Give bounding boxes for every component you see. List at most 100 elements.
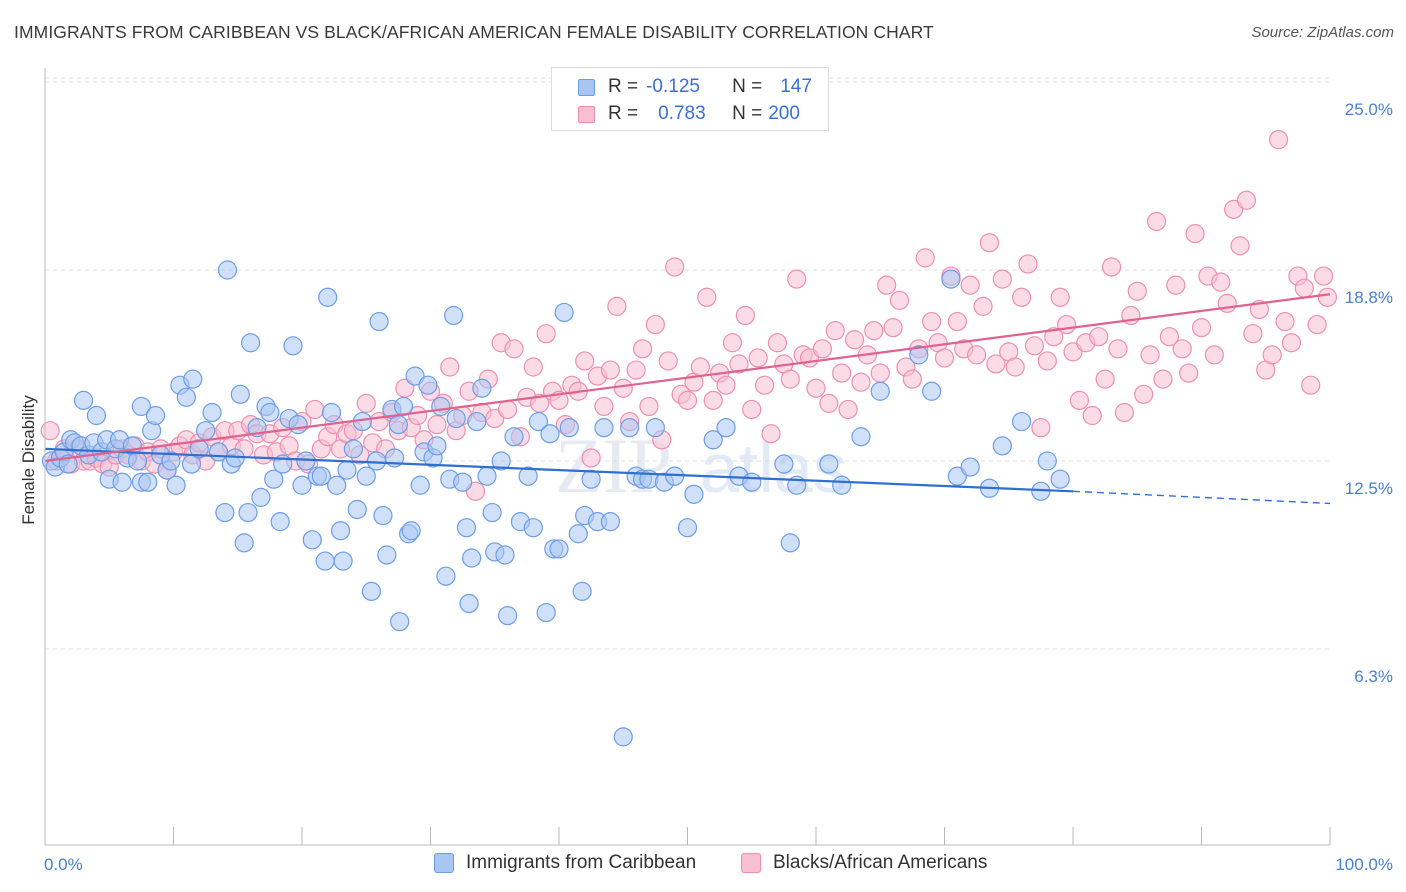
caribbean-point bbox=[361, 581, 381, 601]
black-point bbox=[1140, 345, 1160, 365]
black-point bbox=[40, 421, 60, 441]
black-point bbox=[1005, 357, 1025, 377]
black-point bbox=[915, 248, 935, 268]
black-point bbox=[819, 393, 839, 413]
caribbean-point bbox=[436, 566, 456, 586]
caribbean-point bbox=[427, 436, 447, 456]
caribbean-point bbox=[138, 472, 158, 492]
chart-title: IMMIGRANTS FROM CARIBBEAN VS BLACK/AFRIC… bbox=[14, 22, 934, 42]
black-point bbox=[1153, 369, 1173, 389]
caribbean-point bbox=[462, 548, 482, 568]
caribbean-point bbox=[523, 518, 543, 538]
caribbean-point bbox=[559, 418, 579, 438]
caribbean-point bbox=[356, 466, 376, 486]
black-point bbox=[1268, 130, 1289, 150]
caribbean-point bbox=[86, 405, 107, 426]
caribbean-point bbox=[315, 551, 335, 571]
caribbean-point bbox=[327, 475, 347, 495]
black-point bbox=[1262, 345, 1282, 365]
trend-lines bbox=[44, 293, 1331, 505]
black-point bbox=[677, 390, 698, 410]
black-point bbox=[658, 351, 678, 371]
caribbean-point bbox=[504, 427, 524, 447]
caribbean-point bbox=[189, 439, 209, 459]
caribbean-point bbox=[347, 499, 367, 520]
black-point bbox=[754, 375, 775, 395]
black-point bbox=[504, 339, 524, 359]
source-credit: Source: ZipAtlas.com bbox=[1251, 24, 1394, 41]
legend-swatch-blue bbox=[434, 853, 454, 873]
black-point bbox=[1159, 327, 1179, 347]
black-point bbox=[716, 375, 736, 395]
caribbean-point bbox=[992, 436, 1012, 456]
black-point bbox=[1191, 318, 1212, 338]
r-label: R = bbox=[608, 76, 639, 97]
y-tick-label: 25.0% bbox=[1345, 100, 1393, 119]
caribbean-point bbox=[241, 333, 261, 353]
black-point bbox=[607, 296, 627, 316]
caribbean-point bbox=[145, 405, 166, 426]
caribbean-point bbox=[819, 454, 839, 474]
black-point bbox=[812, 339, 833, 359]
legend-swatch-blue bbox=[578, 78, 595, 96]
caribbean-point bbox=[388, 415, 408, 435]
caribbean-point bbox=[410, 475, 430, 495]
black-point bbox=[523, 357, 543, 377]
black-point bbox=[305, 399, 325, 420]
legend-label: Blacks/African Americans bbox=[773, 852, 988, 873]
caribbean-point bbox=[677, 518, 698, 538]
black-point bbox=[992, 269, 1012, 289]
black-point bbox=[1146, 211, 1167, 232]
caribbean-point bbox=[373, 505, 393, 526]
caribbean-point bbox=[270, 512, 290, 532]
legend-row-caribbean: R = -0.125 N = 147 bbox=[578, 75, 812, 99]
caribbean-point bbox=[568, 524, 588, 544]
black-point bbox=[1089, 327, 1109, 347]
caribbean-point bbox=[594, 418, 614, 438]
black-point bbox=[613, 378, 633, 398]
caribbean-point bbox=[491, 451, 511, 471]
black-point bbox=[864, 321, 884, 341]
caribbean-point bbox=[215, 502, 235, 523]
black-point bbox=[787, 269, 807, 289]
black-point bbox=[1031, 418, 1051, 438]
caribbean-point bbox=[518, 466, 538, 486]
caribbean-point bbox=[832, 475, 852, 495]
series-legend: Immigrants from Caribbean Blacks/African… bbox=[0, 852, 1406, 880]
black-point bbox=[870, 363, 890, 383]
black-point bbox=[877, 275, 897, 295]
caribbean-point bbox=[318, 287, 338, 307]
caribbean-point bbox=[495, 545, 515, 565]
black-point bbox=[1172, 339, 1192, 359]
black-point bbox=[902, 369, 922, 389]
black-point bbox=[832, 363, 852, 383]
black-point bbox=[1101, 257, 1122, 277]
black-point bbox=[1082, 405, 1102, 426]
n-value: 200 bbox=[768, 103, 800, 124]
caribbean-point bbox=[960, 457, 980, 477]
n-label: N = bbox=[732, 76, 763, 97]
caribbean-point bbox=[1050, 469, 1070, 489]
legend-item-black[interactable]: Blacks/African Americans bbox=[741, 852, 987, 874]
caribbean-point bbox=[554, 302, 574, 323]
caribbean-point bbox=[456, 518, 477, 538]
black-point bbox=[742, 399, 762, 420]
black-point bbox=[536, 324, 556, 344]
black-point bbox=[722, 333, 743, 353]
caribbean-point bbox=[684, 484, 704, 504]
black-point bbox=[922, 311, 942, 332]
caribbean-point bbox=[472, 378, 492, 398]
r-value: -0.125 bbox=[646, 76, 700, 97]
black-point bbox=[1243, 324, 1263, 344]
black-point bbox=[703, 390, 723, 410]
caribbean-point bbox=[774, 454, 794, 474]
caribbean-point bbox=[540, 424, 560, 444]
legend-item-caribbean[interactable]: Immigrants from Caribbean bbox=[434, 852, 696, 874]
x-tick-label: 0.0% bbox=[44, 855, 83, 874]
black-point bbox=[761, 424, 781, 444]
gridlines bbox=[45, 77, 1330, 650]
black-point bbox=[1037, 351, 1057, 371]
caribbean-point bbox=[645, 418, 665, 438]
black-point bbox=[967, 345, 987, 365]
